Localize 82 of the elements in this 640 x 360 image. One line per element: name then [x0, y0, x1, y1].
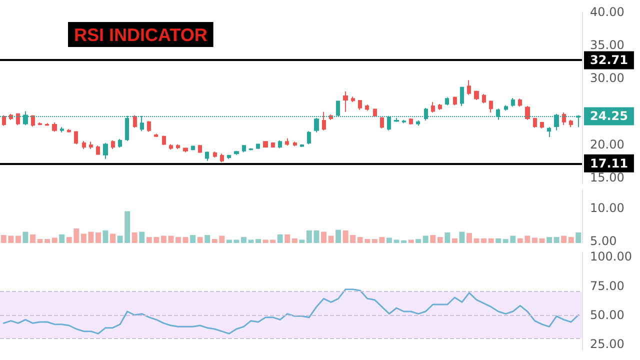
candlestick [562, 112, 566, 126]
candlestick [16, 112, 20, 126]
candlestick [183, 147, 188, 153]
candlestick [489, 100, 493, 114]
candlestick [256, 143, 260, 150]
candlestick [518, 98, 522, 108]
candlestick [504, 104, 508, 112]
candlestick [547, 126, 551, 138]
candlestick [220, 153, 224, 163]
candlestick [482, 94, 486, 104]
candlestick [343, 90, 348, 112]
candlestick [467, 80, 471, 96]
candlestick [533, 117, 537, 128]
y-tick-label: 75.00 [590, 278, 624, 293]
candlestick [416, 120, 420, 126]
candlestick [147, 120, 151, 132]
candlestick [111, 140, 115, 150]
y-tick-label: 40.00 [590, 5, 624, 19]
candlestick [380, 116, 384, 129]
candlestick [74, 130, 78, 145]
candlestick [300, 144, 304, 148]
candlestick [249, 148, 253, 151]
candlestick [569, 119, 573, 128]
candlestick [45, 122, 49, 126]
candlestick [133, 114, 137, 128]
candlestick [213, 151, 217, 158]
candlestick [60, 126, 64, 133]
candlestick [322, 111, 326, 131]
candlestick [431, 101, 435, 114]
y-tick-label: 30.00 [590, 71, 624, 86]
candlestick [307, 130, 311, 145]
candlestick [52, 122, 57, 132]
y-tick-label: 15.00 [590, 170, 624, 184]
candlestick [365, 104, 369, 112]
y-tick-label: 50.00 [590, 308, 624, 322]
candlestick [460, 86, 464, 106]
candlestick [453, 96, 457, 106]
candlestick [358, 99, 362, 110]
y-tick-label: 35.00 [590, 38, 624, 52]
candlestick [169, 144, 173, 150]
candlestick [154, 133, 158, 138]
candlestick [271, 142, 275, 148]
y-tick-label: 25.00 [590, 337, 624, 352]
candlestick [474, 90, 479, 100]
candlestick [285, 138, 289, 146]
candlestick [242, 144, 246, 153]
candlestick [67, 128, 71, 133]
candlestick [38, 122, 42, 126]
text: RSI INDICATOR [74, 25, 208, 45]
candlestick [409, 118, 413, 125]
candlestick [540, 121, 544, 129]
candlestick [351, 96, 355, 102]
candlestick [103, 142, 108, 160]
candlestick [2, 114, 6, 126]
candlestick [438, 103, 442, 110]
y-tick-label: 5.00 [590, 234, 617, 248]
candlestick [445, 96, 449, 106]
candlestick [162, 135, 166, 146]
y-tick-label: 100.00 [590, 250, 632, 264]
candlestick [263, 140, 268, 148]
candlestick [525, 105, 530, 120]
candlestick [198, 144, 202, 154]
candlestick [373, 108, 377, 118]
candlestick [96, 145, 100, 156]
candlestick [227, 154, 231, 160]
candlestick [293, 141, 297, 147]
candlestick [82, 140, 86, 150]
candlestick [191, 145, 195, 151]
ref-line-label: 17.11 [590, 156, 628, 170]
candlestick [176, 144, 180, 150]
candlestick [31, 114, 35, 127]
candlestick [278, 140, 282, 149]
candlestick [511, 98, 515, 108]
y-tick-label: 20.00 [590, 137, 624, 152]
candlestick [234, 150, 239, 156]
candlestick [402, 119, 406, 124]
candlestick [118, 138, 122, 148]
candlestick [89, 141, 93, 150]
y-tick-label: 10.00 [590, 200, 624, 215]
candlestick [205, 151, 209, 162]
ref-line-label: 32.71 [590, 53, 628, 68]
ref-line-label: 24.25 [590, 109, 628, 124]
